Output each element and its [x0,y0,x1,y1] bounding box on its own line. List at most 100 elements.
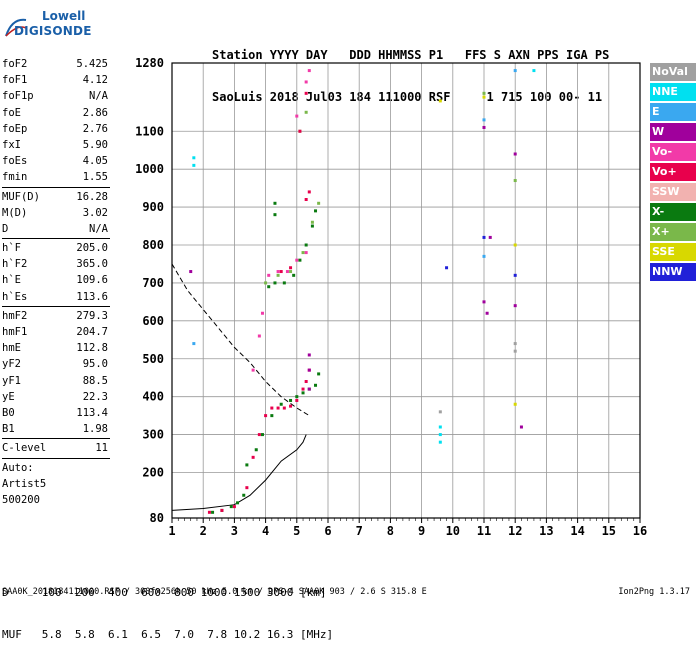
param-row: foEs 4.05 [2,153,110,169]
echo-point [254,448,258,452]
echo-point [513,69,517,73]
x-tick-label: 1 [168,524,175,538]
param-divider [2,186,110,188]
echo-point [236,501,240,505]
param-label: B1 [2,423,15,436]
y-tick-label: 900 [142,200,164,214]
plot-frame [171,62,641,519]
param-row: h`Es 113.6 [2,289,110,305]
echo-point [513,402,517,406]
echo-point [513,273,517,277]
echo-point [438,410,442,414]
param-label: foE [2,106,21,119]
echo-point [270,414,274,418]
file-info: SAA0K_2018184111000.RSF / 300fx256h 50 k… [2,587,427,597]
param-row: hmF2 279.3 [2,308,110,324]
param-row: foF1p N/A [2,88,110,104]
param-value: 4.05 [82,155,108,168]
echo-point [513,243,517,247]
echo-point [304,91,308,95]
echo-point [264,281,268,285]
legend-item: Vo- [650,143,696,161]
param-row: foEp 2.76 [2,121,110,137]
echo-point [289,266,293,270]
param-value: N/A [89,90,108,103]
echo-point [438,440,442,444]
echo-point [267,285,271,289]
param-divider [2,238,110,240]
param-row: hmF1 204.7 [2,324,110,340]
param-divider [2,305,110,307]
x-tick-label: 12 [508,524,522,538]
param-row: yE 22.3 [2,389,110,405]
param-label: M(D) [2,206,28,219]
echo-point [301,251,305,255]
param-value: 365.0 [76,258,108,271]
param-row: foE 2.86 [2,105,110,121]
echo-point [276,270,280,274]
param-row: foF1 4.12 [2,72,110,88]
echo-point [220,508,224,512]
param-row: hmE 112.8 [2,340,110,356]
dashed-profile-curve [171,263,310,417]
echo-point [257,433,261,437]
param-row: MUF(D) 16.28 [2,189,110,205]
param-value: 113.6 [76,290,108,303]
echo-point [438,99,442,103]
echo-point [482,91,486,95]
echo-point [513,152,517,156]
y-tick-label: 500 [142,352,164,366]
echo-point [260,433,264,437]
echo-point [310,224,314,228]
echo-point [229,505,233,509]
echo-point [513,304,517,308]
header-row-labels: Station YYYY DAY DDD HHMMSS P1 FFS S AXN… [212,48,610,62]
echo-point [304,380,308,383]
echo-point [488,235,492,239]
echo-point [304,243,308,247]
param-label: hmF2 [2,309,28,322]
echo-point [242,493,246,497]
param-value: 5.90 [82,138,108,151]
x-tick-label: 4 [262,524,269,538]
param-value: 109.6 [76,274,108,287]
param-value: 95.0 [82,358,108,371]
legend-item: Vo+ [650,163,696,181]
param-value: 1.98 [82,423,108,436]
echo-point [482,254,486,258]
echo-point [482,118,486,122]
echo-point [304,80,308,84]
param-value: 5.425 [76,58,108,70]
param-label: yE [2,390,15,403]
param-label: h`E [2,274,21,287]
param-row: B1 1.98 [2,421,110,437]
echo-point [251,455,255,459]
echo-point [307,69,311,73]
x-tick-label: 11 [477,524,491,538]
echo-point [438,425,442,429]
param-row: fmin 1.55 [2,169,110,185]
param-row: h`E 109.6 [2,272,110,288]
param-divider [2,457,110,459]
x-tick-label: 5 [293,524,300,538]
legend-item: NNW [650,263,696,281]
auto-scaling-text: Auto: [2,461,34,474]
echo-point [310,220,314,224]
legend-item: SSE [650,243,696,261]
header-row-values: SaoLuis 2018 Jul03 184 111000 RSF 1 715 … [212,90,603,104]
param-divider [2,438,110,440]
param-value: 279.3 [76,309,108,322]
param-value: 16.28 [76,190,108,203]
echo-point [292,273,296,277]
x-tick-label: 13 [539,524,553,538]
param-label: yF2 [2,358,21,371]
legend-item: SSW [650,183,696,201]
x-tick-label: 2 [200,524,207,538]
y-tick-label: 80 [150,511,164,525]
echo-point [260,311,264,315]
logo-text-lowell: Lowell [42,9,86,23]
param-value: 11 [95,442,108,455]
param-row: yF1 88.5 [2,373,110,389]
param-label: foF1 [2,74,28,87]
echo-point [295,258,299,262]
